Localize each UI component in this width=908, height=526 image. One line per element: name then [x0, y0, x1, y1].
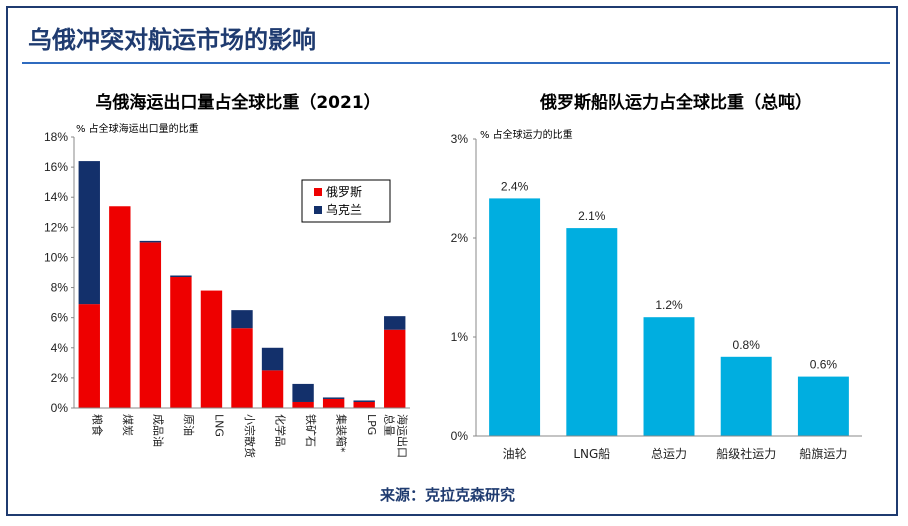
chart1-category-label: LPG [365, 414, 378, 435]
chart2-bar [797, 376, 849, 436]
chart1-y-tick: 14% [44, 190, 68, 204]
chart1-bar-ukraine [384, 316, 406, 330]
chart1-y-tick: 0% [51, 401, 69, 415]
chart1-bar-ukraine [231, 310, 253, 329]
page-title: 乌俄冲突对航运市场的影响 [28, 26, 316, 54]
chart1-y-tick: 10% [44, 250, 68, 264]
chart1-category-label: 原油 [182, 414, 196, 436]
chart1-bar-ukraine [170, 275, 192, 278]
chart1-y-ticks: 0% 2% 4% 6% 8% 10% 12% 14% 16% 18% [44, 130, 74, 415]
chart1-bar-russia [322, 398, 345, 408]
chart2-y-ticks: 0% 1% 2% 3% [451, 132, 476, 443]
chart1-legend: 俄罗斯 乌克兰 [301, 179, 391, 223]
chart2-category-label: 船级社运力 [716, 446, 776, 461]
chart2-data-label: 2.4% [501, 179, 529, 193]
chart1-category-label: 小宗散货 [243, 414, 257, 458]
chart1-y-tick: 12% [44, 220, 68, 234]
chart1-title: 乌俄海运出口量占全球比重（2021） [95, 92, 380, 113]
chart2-bar [720, 356, 772, 436]
chart2-y-tick: 0% [451, 429, 469, 443]
chart1-bar-ukraine [139, 240, 162, 243]
chart1-bars [78, 161, 406, 408]
chart1-bar-ukraine [78, 161, 100, 305]
chart1-category-label: 煤炭 [121, 414, 134, 436]
chart1-bar-ukraine [292, 383, 314, 402]
legend-swatch-russia [314, 188, 322, 196]
title-divider [22, 62, 890, 64]
chart1-bar-ukraine [261, 347, 284, 371]
chart1-category-label: 粮食 [90, 414, 104, 436]
chart1-category-label: 集装箱* [335, 414, 349, 453]
source-note: 来源：克拉克森研究 [380, 486, 516, 504]
chart1-bar-russia [200, 290, 223, 408]
chart1-category-label: 铁矿石 [304, 414, 317, 447]
chart1-y-tick: 6% [51, 311, 69, 325]
chart2-category-label: 油轮 [503, 447, 527, 461]
chart1-category-label: 海运出口 [396, 414, 410, 458]
chart2-category-label: 船旗运力 [799, 446, 847, 461]
legend-label-ukraine: 乌克兰 [326, 202, 362, 217]
chart2-title: 俄罗斯船队运力占全球比重（总吨） [539, 92, 812, 113]
chart2-y-label: % 占全球运力的比重 [480, 128, 573, 141]
chart2-bar [643, 317, 695, 436]
chart1-y-tick: 8% [51, 281, 69, 295]
legend-swatch-ukraine [314, 206, 322, 214]
chart2-bar [489, 198, 541, 436]
chart2-bars: 2.4% 2.1% 1.2% 0.8% 0.6% [489, 179, 849, 436]
chart2-y-tick: 2% [451, 231, 469, 245]
chart1-bar-ukraine [353, 400, 375, 402]
chart2-y-tick: 3% [451, 132, 469, 146]
chart1-y-tick: 18% [44, 130, 68, 144]
chart1-category-label: 成品油 [151, 414, 165, 447]
chart1-bar-russia [109, 206, 131, 408]
chart2-data-label: 0.8% [733, 338, 761, 352]
chart1-bar-russia [139, 242, 162, 408]
chart1-bar-russia [170, 277, 192, 408]
chart2-data-label: 0.6% [810, 358, 838, 372]
legend-box [301, 179, 391, 223]
chart1-bar-russia [231, 328, 253, 408]
chart1-category-label-line2: 总量 [383, 414, 397, 436]
chart1-category-label: 化学品 [274, 414, 288, 447]
chart1-bar-russia [292, 401, 314, 408]
chart1-bar-russia [384, 329, 406, 408]
chart2-bar [566, 228, 618, 436]
chart2-data-label: 1.2% [655, 298, 683, 312]
chart1-y-tick: 2% [51, 371, 69, 385]
chart1-y-tick: 16% [44, 160, 68, 174]
chart1-bar-russia [261, 370, 284, 408]
chart1-bar-russia [353, 401, 375, 408]
chart2-categories: 油轮 LNG船 总运力 船级社运力 船旗运力 [503, 446, 848, 461]
chart1-y-tick: 4% [51, 341, 69, 355]
chart2-y-tick: 1% [451, 330, 469, 344]
legend-label-russia: 俄罗斯 [326, 185, 362, 199]
chart1-category-label: LNG [212, 414, 225, 437]
chart1-y-label: % 占全球海运出口量的比重 [76, 122, 199, 135]
chart1-bar-ukraine [322, 397, 345, 399]
chart1-bar-russia [78, 304, 100, 408]
chart2-data-label: 2.1% [578, 209, 606, 223]
chart2-category-label: 总运力 [651, 447, 687, 461]
chart2-category-label: LNG船 [573, 447, 610, 461]
